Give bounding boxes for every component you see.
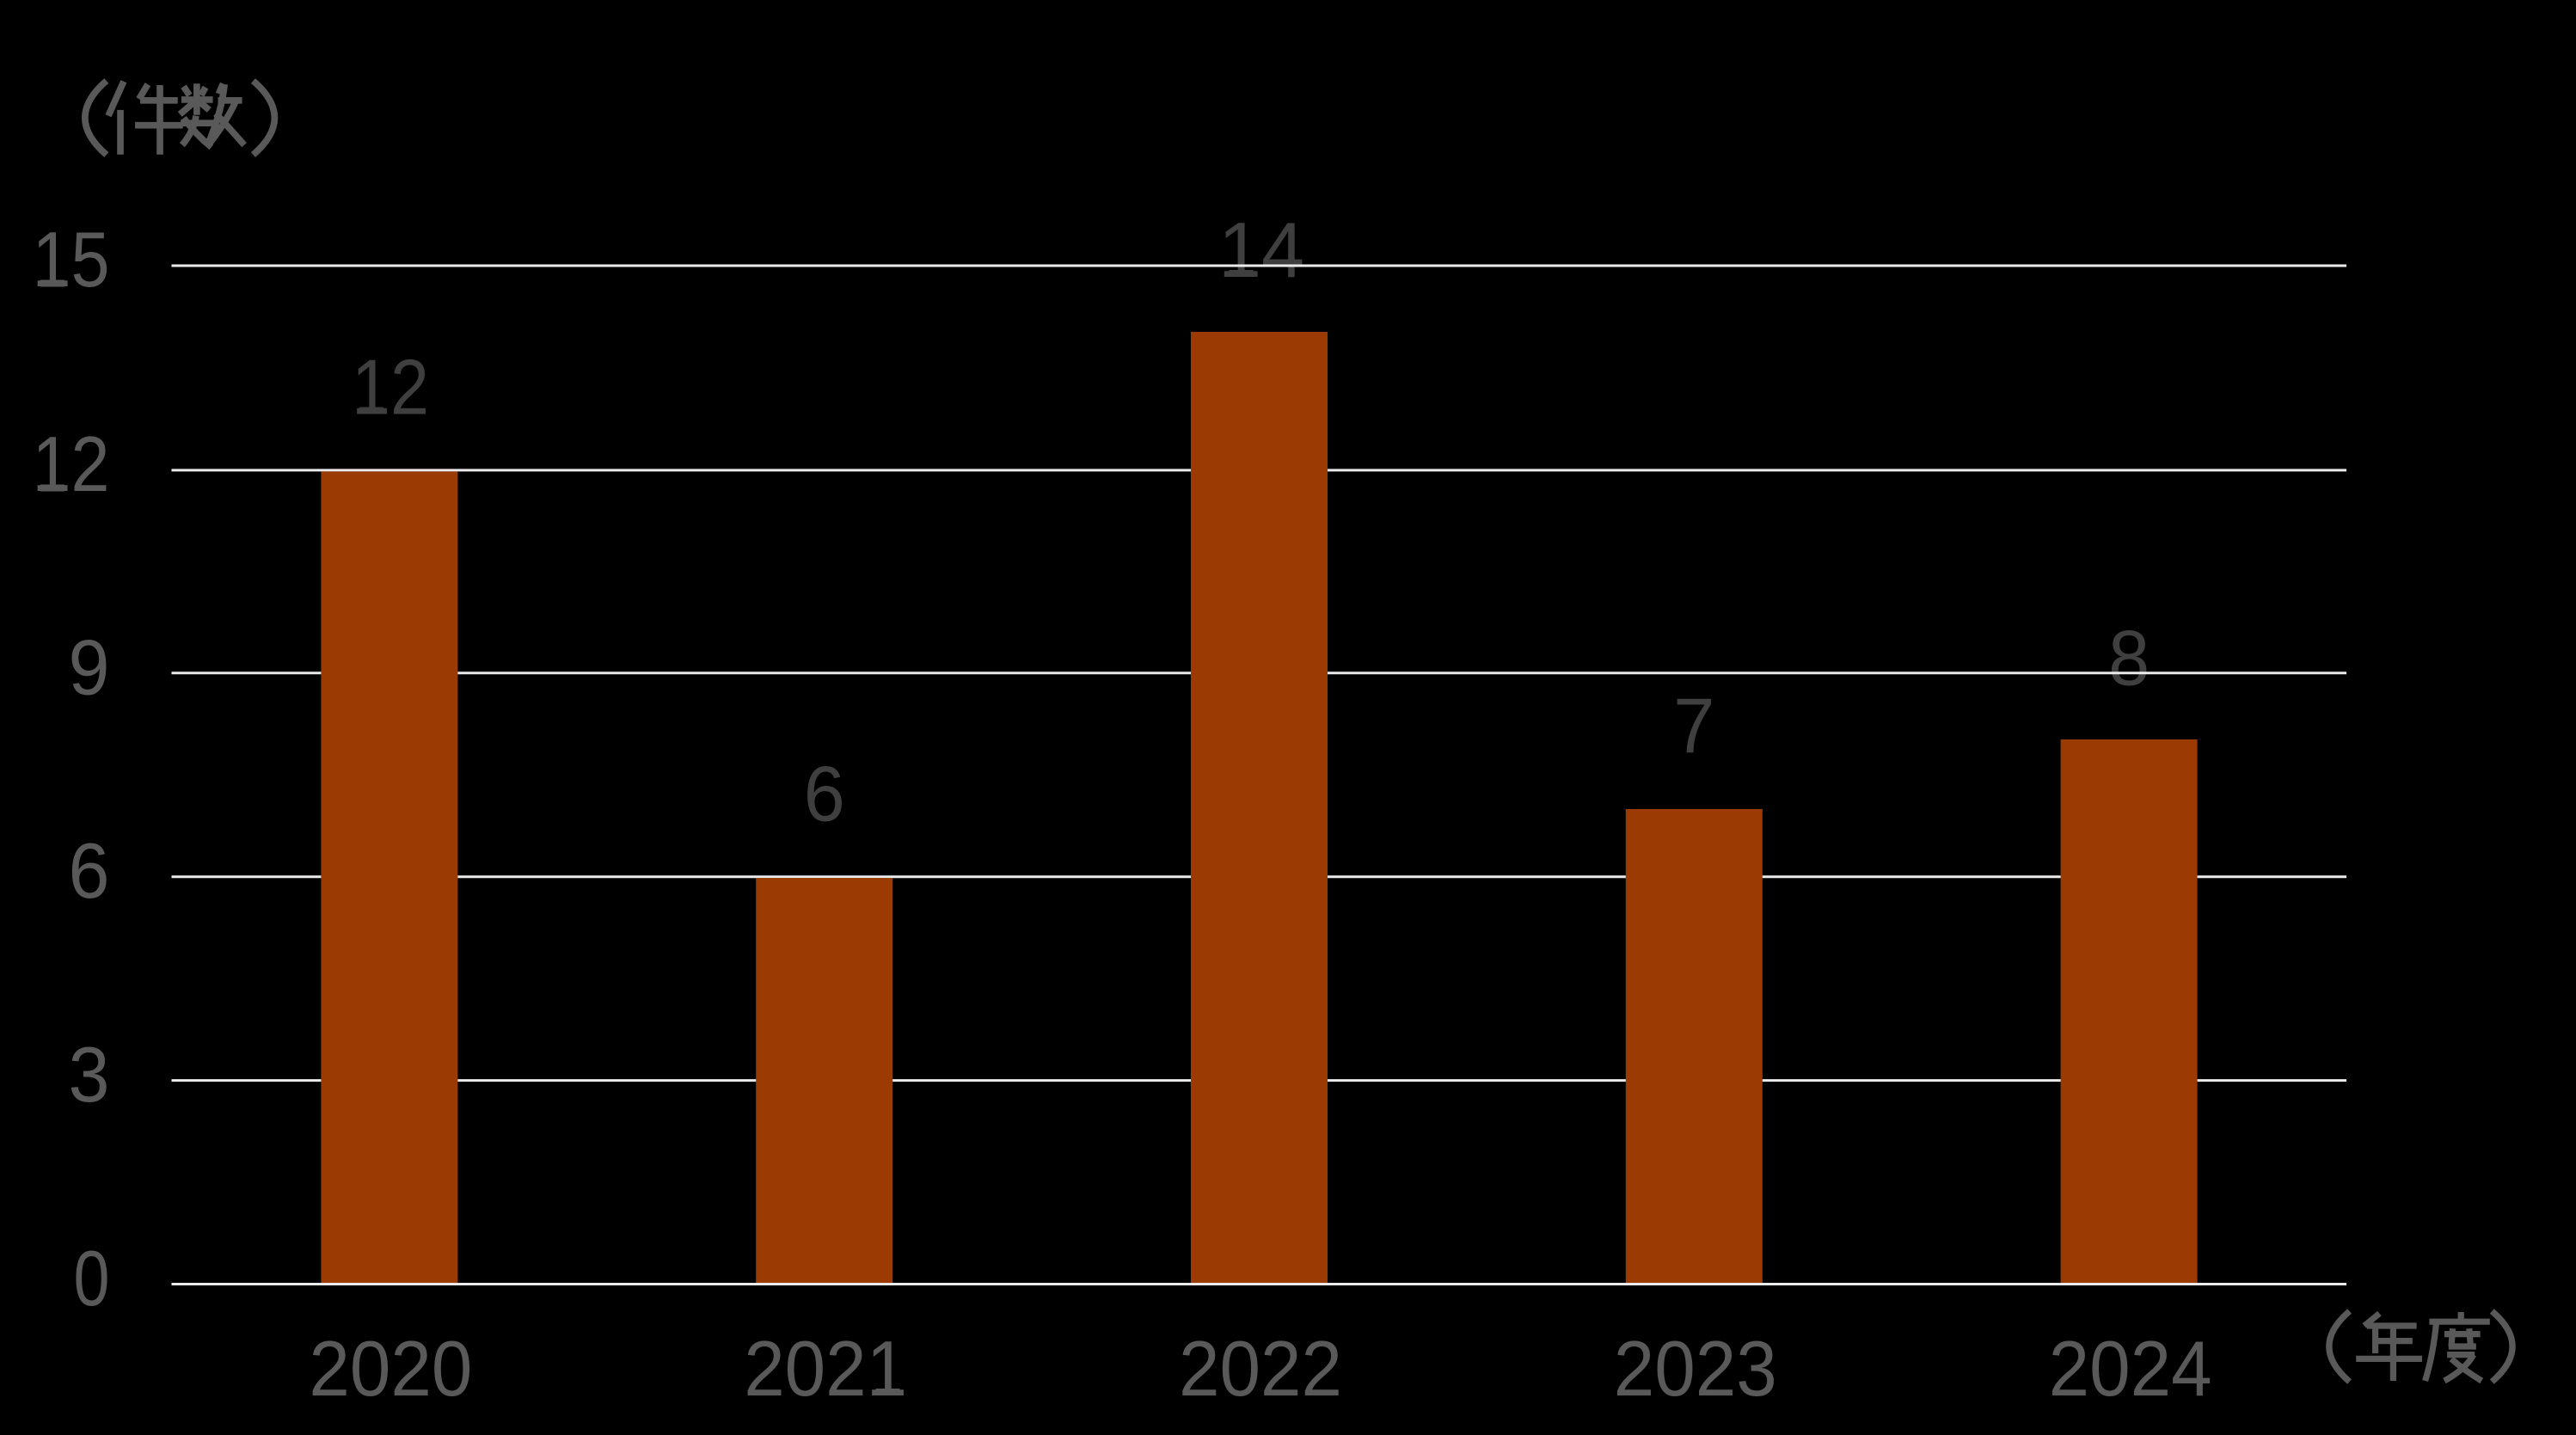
svg-text:2020: 2020 [309,1326,472,1413]
svg-text:0: 0 [74,1236,110,1322]
svg-text:14: 14 [1218,207,1304,294]
svg-text:2023: 2023 [1614,1326,1777,1413]
svg-text:2021: 2021 [744,1326,907,1413]
svg-text:8: 8 [2108,616,2150,702]
svg-text:6: 6 [804,751,845,838]
svg-text:2024: 2024 [2049,1326,2212,1413]
svg-text:6: 6 [69,828,110,915]
svg-text:12: 12 [33,421,110,508]
svg-text:3: 3 [69,1032,110,1119]
svg-text:12: 12 [352,345,429,432]
svg-text:9: 9 [69,624,110,711]
svg-text:2022: 2022 [1179,1326,1342,1413]
svg-text:15: 15 [33,217,110,304]
svg-text:7: 7 [1673,684,1714,770]
